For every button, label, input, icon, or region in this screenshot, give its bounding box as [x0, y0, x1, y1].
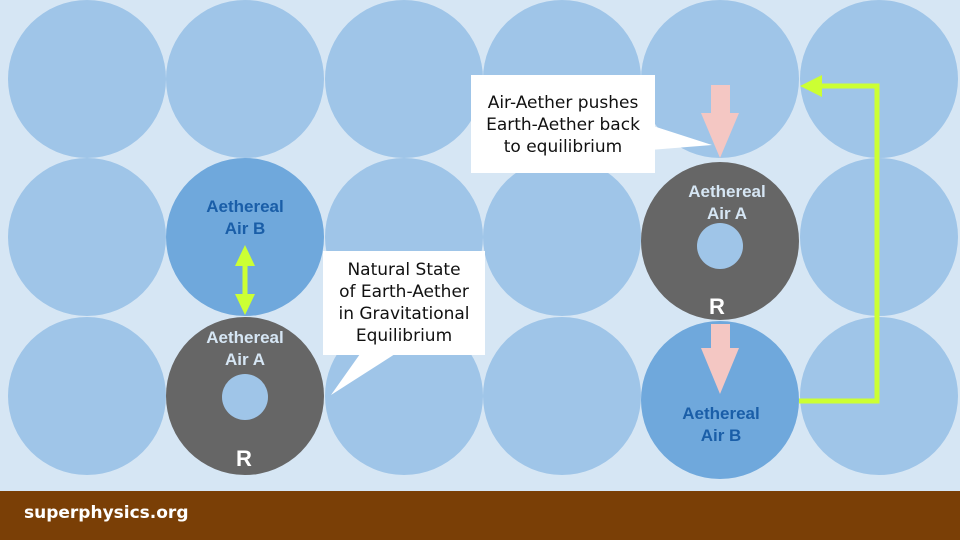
right-core	[697, 223, 743, 269]
left-air-b-ball	[166, 158, 324, 316]
middle-pink-arrow	[701, 324, 739, 394]
background-ball	[641, 0, 799, 158]
background-ball	[166, 0, 324, 158]
right-air-a-label: Aethereal Air A	[688, 182, 766, 223]
footer-bar: superphysics.org	[0, 491, 960, 540]
background-ball	[800, 0, 958, 158]
left-air-b-label: Aethereal Air B	[206, 197, 284, 238]
background-ball	[8, 317, 166, 475]
right-air-b-ball	[641, 321, 799, 479]
background-balls	[8, 0, 958, 475]
background-ball	[483, 158, 641, 316]
right-r-label: R	[709, 294, 725, 319]
left-double-arrow	[235, 245, 255, 315]
left-core	[222, 374, 268, 420]
background-ball	[8, 0, 166, 158]
right-callout-text: Air-Aether pushes Earth-Aether back to e…	[486, 93, 640, 157]
left-callout-text: Natural State of Earth-Aether in Gravita…	[338, 260, 470, 346]
background-ball	[8, 158, 166, 316]
site-link[interactable]: superphysics.org	[24, 503, 189, 523]
left-callout-shape	[323, 251, 485, 395]
background-ball	[483, 317, 641, 475]
left-air-a-label: Aethereal Air A	[206, 328, 284, 369]
top-pink-arrow	[701, 85, 739, 158]
right-loop-arrow	[799, 75, 880, 404]
background-ball	[325, 0, 483, 158]
left-r-label: R	[236, 446, 252, 471]
right-air-b-label: Aethereal Air B	[682, 404, 760, 445]
right-callout-shape	[471, 75, 712, 173]
